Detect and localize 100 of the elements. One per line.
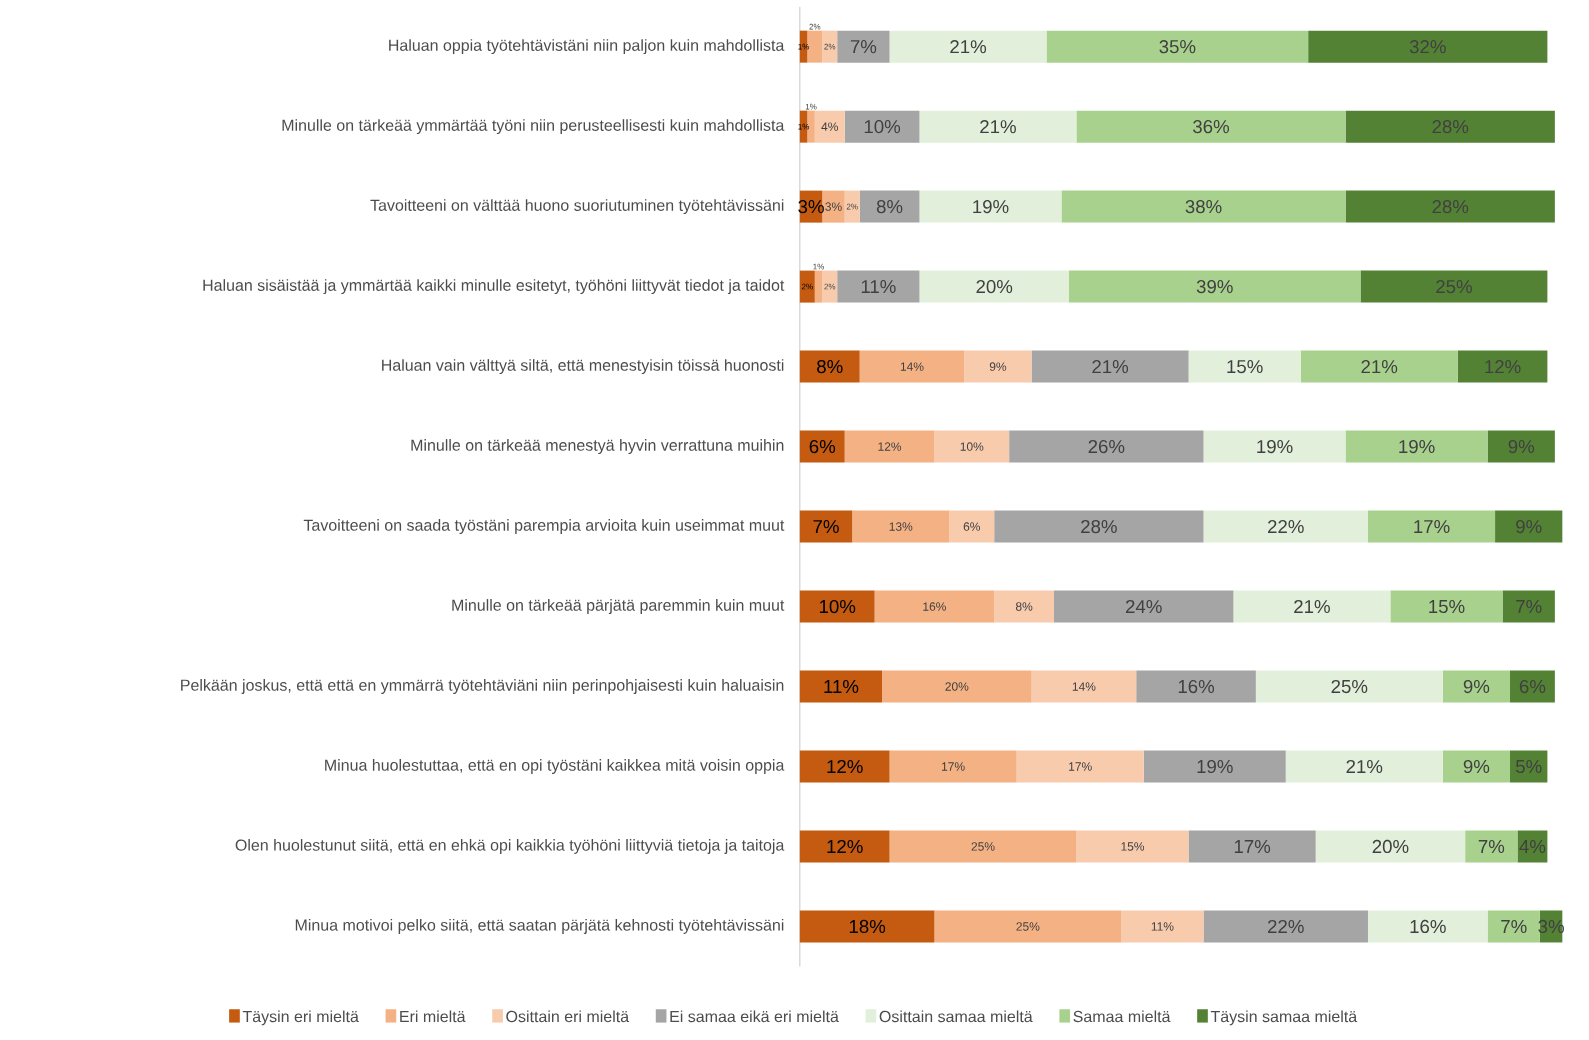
bar xyxy=(889,830,1077,863)
bar xyxy=(1487,430,1555,463)
bar xyxy=(1285,750,1443,783)
data-label: 20% xyxy=(1372,839,1409,854)
data-label: 28% xyxy=(1432,120,1469,134)
data-label: 28% xyxy=(1081,520,1117,534)
bar xyxy=(852,510,950,543)
bar xyxy=(889,30,1047,63)
data-label: 19% xyxy=(973,200,1009,214)
bar xyxy=(949,510,995,543)
legend-label: Täysin samaa mieltä xyxy=(1210,1010,1358,1026)
bar xyxy=(1121,910,1204,943)
bar xyxy=(1442,670,1511,703)
data-label: 7% xyxy=(1501,920,1527,934)
data-label: 13% xyxy=(889,522,913,531)
bar xyxy=(1054,590,1234,623)
bar xyxy=(807,30,823,63)
bar xyxy=(1360,270,1548,303)
bar xyxy=(1031,670,1137,703)
y-tick-label: Pelkään joskus, että että en ymmärrä työtehtäviäni niin perinpohjaisesti kuin haluaisin xyxy=(181,679,784,695)
data-label: 7% xyxy=(1516,600,1542,614)
data-label: 2% xyxy=(824,43,836,50)
data-label: 21% xyxy=(1092,360,1129,374)
bar xyxy=(919,270,1069,303)
bar xyxy=(844,190,860,223)
data-label: 9% xyxy=(989,362,1007,371)
y-tick-label: Minua motivoi pelko siitä, että saatan pärjätä kehnosti työtehtävissäni xyxy=(295,919,784,935)
bar xyxy=(799,910,935,943)
data-label: 11% xyxy=(861,280,896,294)
bar xyxy=(837,270,920,303)
bar xyxy=(1487,910,1540,943)
y-tick-label: Haluan oppia työtehtävistäni niin paljon kuin mahdollista xyxy=(389,39,785,55)
data-label: 16% xyxy=(1178,680,1215,694)
bar xyxy=(1233,590,1391,623)
bar xyxy=(1076,830,1189,863)
data-label: 17% xyxy=(1414,520,1450,534)
legend-label: Ei samaa eikä eri mieltä xyxy=(670,1010,839,1023)
bar xyxy=(994,590,1054,623)
data-label: 14% xyxy=(1072,682,1096,691)
data-label: 9% xyxy=(1463,759,1490,774)
y-tick-label: Haluan sisäistää ja ymmärtää kaikki minulle esitetyt, työhöni liittyvät tiedot ja taidot xyxy=(203,279,785,295)
bar xyxy=(994,510,1204,543)
data-label: 10% xyxy=(864,120,901,134)
y-tick-label: Tavoitteeni on välttää huono suoriutuminen työtehtävissäni xyxy=(370,199,784,215)
bar xyxy=(1442,750,1511,783)
data-label: 25% xyxy=(1331,680,1368,694)
data-label: 7% xyxy=(850,40,877,54)
data-label: 18% xyxy=(849,919,886,934)
data-label: 7% xyxy=(1478,840,1505,854)
bar xyxy=(814,270,823,303)
bar xyxy=(964,350,1032,383)
bar xyxy=(1345,110,1555,143)
data-label: 15% xyxy=(1121,842,1145,851)
data-label: 17% xyxy=(1234,840,1271,854)
bar xyxy=(882,670,1032,703)
data-label: 2% xyxy=(824,283,836,290)
data-label: 4% xyxy=(821,122,838,131)
data-label: 21% xyxy=(980,120,1016,134)
data-label: 8% xyxy=(1015,602,1033,611)
y-tick-label: Olen huolestunut siitä, että en ehkä opi kaikkia työhöni liittyviä tietoja ja taitoja xyxy=(235,839,785,855)
data-label: 20% xyxy=(976,280,1013,294)
data-label: 38% xyxy=(1185,200,1222,214)
data-label: 10% xyxy=(960,442,984,451)
data-label: 4% xyxy=(1519,840,1546,854)
bar xyxy=(1016,750,1144,783)
bar xyxy=(919,110,1077,143)
data-label: 12% xyxy=(827,760,863,774)
data-label: 8% xyxy=(876,200,903,214)
bar xyxy=(1203,430,1346,463)
data-label: 14% xyxy=(900,362,924,371)
data-label: 12% xyxy=(878,442,902,451)
data-label: 1% xyxy=(813,263,825,270)
data-label: 2% xyxy=(809,23,821,30)
data-label: 12% xyxy=(1485,360,1521,374)
data-label: 36% xyxy=(1193,120,1230,134)
data-label: 7% xyxy=(813,520,839,534)
data-label: 5% xyxy=(1515,760,1542,774)
bar xyxy=(837,30,890,63)
data-label: 9% xyxy=(1516,520,1542,534)
y-tick-label: Minulle on tärkeää pärjätä paremmin kuin muut xyxy=(452,599,785,615)
data-label: 25% xyxy=(1436,280,1472,294)
y-tick-label: Minulle on tärkeää ymmärtää työni niin perusteellisesti kuin mahdollista xyxy=(282,119,785,135)
data-label: 25% xyxy=(971,842,995,851)
bar xyxy=(799,270,815,303)
bar xyxy=(799,750,890,783)
bar xyxy=(889,750,1017,783)
bar xyxy=(1009,430,1204,463)
data-label: 22% xyxy=(1268,920,1304,934)
bar xyxy=(1457,350,1548,383)
data-label: 2% xyxy=(846,203,858,210)
bar xyxy=(1510,750,1548,783)
bar xyxy=(1203,910,1368,943)
bar xyxy=(1390,590,1503,623)
data-label: 2% xyxy=(801,283,813,290)
bar xyxy=(814,110,845,143)
bar xyxy=(934,430,1010,463)
data-label: 16% xyxy=(923,602,946,611)
data-label: 21% xyxy=(1361,360,1398,374)
data-label: 9% xyxy=(1508,440,1535,454)
data-label: 15% xyxy=(1429,600,1465,614)
